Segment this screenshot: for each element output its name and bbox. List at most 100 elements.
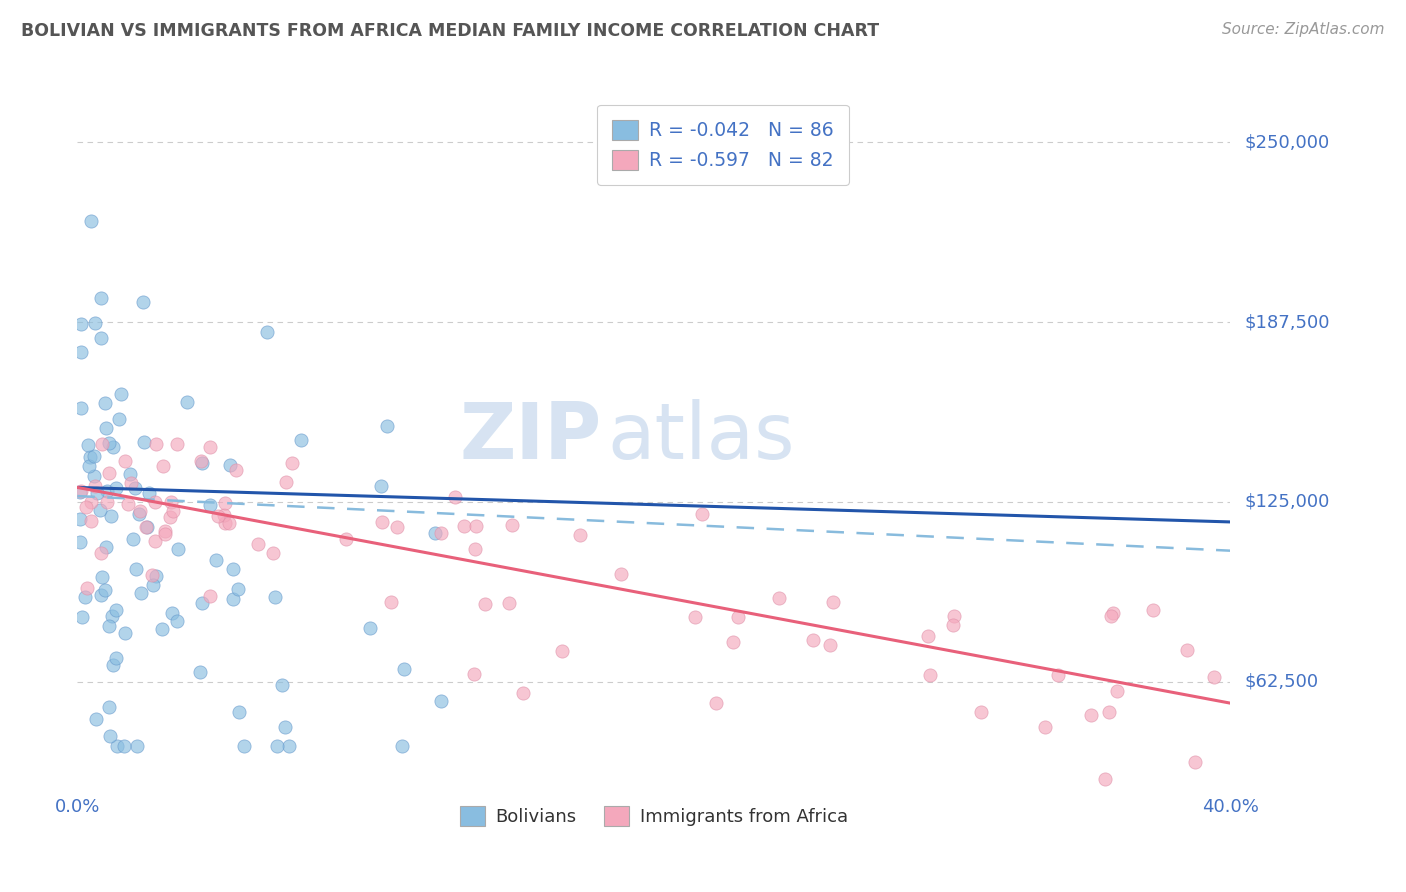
- Point: [131, 586, 153, 600]
- Point: [1080, 708, 1102, 723]
- Point: [132, 435, 155, 450]
- Point: [377, 418, 399, 433]
- Point: [138, 486, 160, 500]
- Point: [90, 546, 112, 560]
- Point: [103, 658, 125, 673]
- Point: [501, 518, 523, 533]
- Point: [162, 503, 184, 517]
- Point: [86, 486, 108, 500]
- Point: [143, 533, 166, 548]
- Point: [79, 450, 101, 465]
- Point: [512, 686, 534, 700]
- Point: [159, 509, 181, 524]
- Point: [96, 421, 118, 435]
- Point: [141, 567, 163, 582]
- Point: [232, 739, 254, 754]
- Point: [918, 668, 941, 682]
- Point: [160, 606, 183, 620]
- Point: [391, 739, 413, 754]
- Point: [370, 479, 392, 493]
- Point: [262, 546, 284, 560]
- Point: [222, 592, 245, 607]
- Point: [1202, 670, 1225, 684]
- Point: [153, 524, 176, 539]
- Point: [166, 437, 188, 451]
- Point: [90, 331, 112, 345]
- Point: [80, 495, 103, 509]
- Point: [1142, 603, 1164, 617]
- Point: [104, 603, 127, 617]
- Point: [207, 508, 229, 523]
- Point: [1101, 607, 1123, 621]
- Point: [205, 553, 228, 567]
- Point: [266, 739, 288, 754]
- Point: [335, 532, 357, 546]
- Point: [969, 706, 991, 720]
- Point: [917, 629, 939, 643]
- Point: [96, 483, 118, 498]
- Point: [721, 634, 744, 648]
- Point: [1094, 772, 1116, 786]
- Point: [278, 739, 301, 754]
- Point: [190, 454, 212, 468]
- Point: [430, 525, 453, 540]
- Point: [167, 541, 190, 556]
- Point: [200, 589, 222, 603]
- Point: [423, 526, 446, 541]
- Point: [90, 291, 112, 305]
- Point: [104, 650, 127, 665]
- Point: [90, 588, 112, 602]
- Point: [727, 609, 749, 624]
- Point: [80, 214, 103, 228]
- Point: [498, 596, 520, 610]
- Point: [124, 481, 146, 495]
- Point: [191, 456, 214, 470]
- Point: [430, 694, 453, 708]
- Point: [145, 437, 167, 451]
- Point: [768, 591, 790, 605]
- Point: [128, 507, 150, 521]
- Point: [70, 401, 93, 415]
- Point: [166, 615, 188, 629]
- Point: [551, 644, 574, 658]
- Point: [444, 490, 467, 504]
- Point: [125, 739, 148, 754]
- Point: [142, 578, 165, 592]
- Point: [91, 570, 114, 584]
- Point: [89, 503, 111, 517]
- Point: [568, 527, 591, 541]
- Point: [80, 514, 103, 528]
- Point: [76, 581, 98, 595]
- Point: [143, 495, 166, 509]
- Point: [464, 541, 486, 556]
- Point: [110, 386, 132, 401]
- Point: [256, 325, 278, 339]
- Point: [98, 466, 121, 480]
- Point: [226, 582, 249, 597]
- Point: [188, 665, 211, 679]
- Text: atlas: atlas: [607, 399, 796, 475]
- Point: [370, 515, 392, 529]
- Point: [198, 499, 221, 513]
- Point: [120, 476, 142, 491]
- Point: [97, 700, 120, 714]
- Point: [84, 479, 107, 493]
- Point: [77, 458, 100, 473]
- Point: [801, 633, 824, 648]
- Point: [225, 463, 247, 477]
- Point: [190, 596, 212, 610]
- Point: [76, 437, 98, 451]
- Point: [98, 619, 121, 633]
- Point: [96, 495, 118, 509]
- Point: [222, 562, 245, 576]
- Point: [200, 440, 222, 454]
- Point: [1175, 643, 1198, 657]
- Point: [274, 720, 297, 734]
- Point: [1107, 684, 1129, 698]
- Point: [72, 609, 94, 624]
- Point: [70, 345, 93, 359]
- Point: [114, 454, 136, 468]
- Point: [69, 512, 91, 526]
- Point: [1099, 609, 1122, 624]
- Point: [152, 458, 174, 473]
